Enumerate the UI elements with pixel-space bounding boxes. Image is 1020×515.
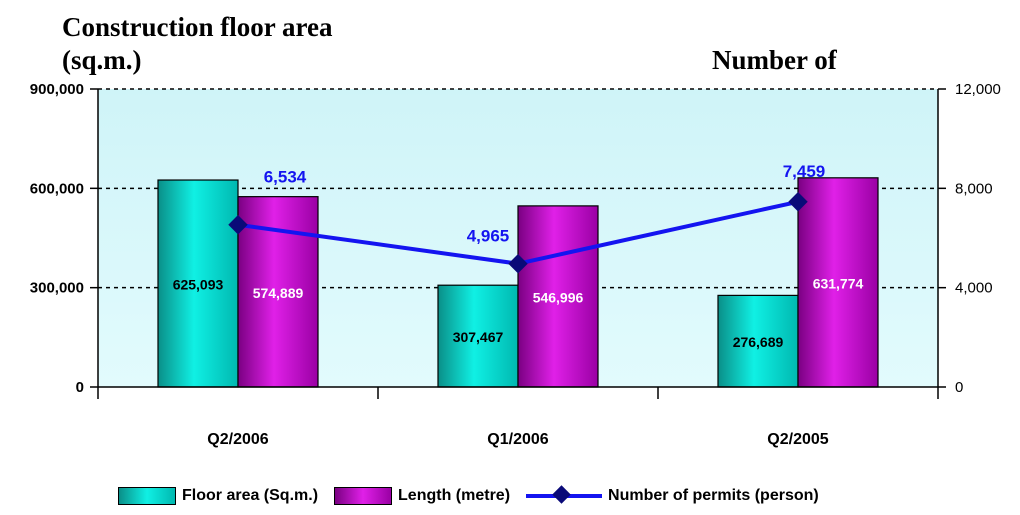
permits-line bbox=[228, 192, 808, 274]
legend-swatch-floor-area bbox=[118, 487, 176, 505]
permits-value-label: 6,534 bbox=[264, 168, 307, 187]
bar-value-label: 546,996 bbox=[533, 289, 584, 305]
right-tick-label: 0 bbox=[955, 379, 963, 396]
bar-length bbox=[517, 205, 599, 388]
legend-label-permits: Number of permits (person) bbox=[608, 487, 819, 504]
legend-label-length: Length (metre) bbox=[398, 487, 511, 504]
permits-marker bbox=[228, 215, 248, 235]
bar-value-label: 307,467 bbox=[453, 329, 504, 345]
category-label: Q2/2005 bbox=[767, 431, 828, 448]
right-axis-title: Number of bbox=[712, 45, 837, 75]
left-axis-title-line2: (sq.m.) bbox=[62, 45, 142, 75]
data-labels: 625,093 574,889 307,467 546,996 276,689 631,7… bbox=[173, 162, 864, 350]
legend-swatch-length bbox=[334, 487, 393, 505]
permits-value-label: 4,965 bbox=[467, 227, 510, 246]
right-tick-label: 8,000 bbox=[955, 180, 993, 197]
right-tick-label: 4,000 bbox=[955, 280, 993, 297]
left-axis-title-line1: Construction floor area bbox=[62, 12, 333, 42]
permits-marker bbox=[788, 192, 808, 212]
legend-line-permits bbox=[526, 486, 603, 506]
permits-marker bbox=[508, 253, 528, 274]
bar-value-label: 574,889 bbox=[253, 285, 304, 301]
combo-chart: 0 300,000 600,000 900,000 0 4,000 8,000 12,000 Q… bbox=[30, 81, 1001, 448]
left-tick-label: 900,000 bbox=[30, 81, 84, 98]
bar-floor-area bbox=[157, 179, 239, 388]
bar-value-label: 276,689 bbox=[733, 334, 784, 350]
bars bbox=[157, 177, 879, 388]
left-tick-label: 600,000 bbox=[30, 180, 84, 197]
axes: 0 300,000 600,000 900,000 0 4,000 8,000 12,000 Q… bbox=[30, 81, 1001, 448]
bar-floor-area bbox=[437, 284, 519, 388]
bar-value-label: 625,093 bbox=[173, 277, 224, 293]
bar-length bbox=[797, 177, 879, 388]
right-tick-label: 12,000 bbox=[955, 81, 1001, 98]
permits-value-label: 7,459 bbox=[783, 162, 826, 181]
left-tick-label: 300,000 bbox=[30, 280, 84, 297]
category-label: Q1/2006 bbox=[487, 431, 548, 448]
legend-item-floor-area: Floor area (Sq.m.) bbox=[118, 487, 318, 505]
legend: Floor area (Sq.m.) Length (metre) Number… bbox=[118, 484, 835, 508]
legend-item-permits: Number of permits (person) bbox=[526, 486, 819, 506]
category-label: Q2/2006 bbox=[207, 431, 268, 448]
left-tick-label: 0 bbox=[76, 379, 84, 396]
bar-value-label: 631,774 bbox=[813, 275, 864, 291]
legend-item-length: Length (metre) bbox=[334, 487, 510, 505]
legend-label-floor-area: Floor area (Sq.m.) bbox=[182, 487, 319, 504]
